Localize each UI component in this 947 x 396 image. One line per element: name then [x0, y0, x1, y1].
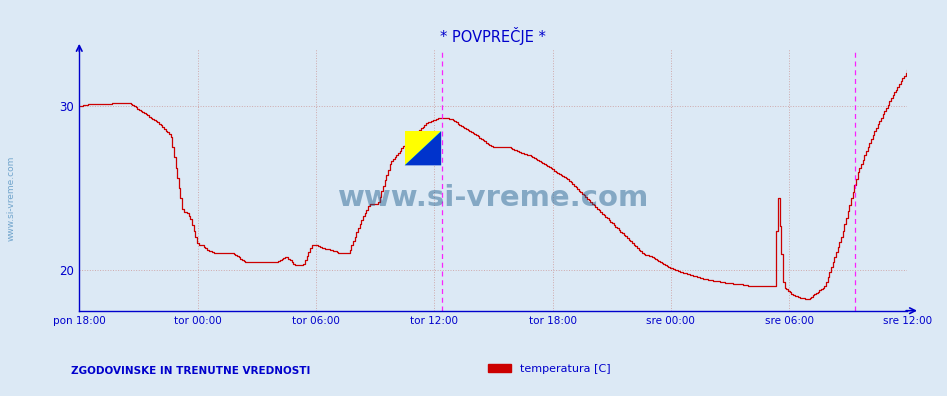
Polygon shape	[404, 131, 441, 166]
Text: www.si-vreme.com: www.si-vreme.com	[7, 155, 16, 241]
Bar	[404, 131, 441, 166]
Text: www.si-vreme.com: www.si-vreme.com	[338, 184, 649, 212]
Title: * POVPREČJE *: * POVPREČJE *	[440, 27, 546, 45]
Text: ZGODOVINSKE IN TRENUTNE VREDNOSTI: ZGODOVINSKE IN TRENUTNE VREDNOSTI	[71, 366, 311, 376]
Legend: temperatura [C]: temperatura [C]	[484, 360, 615, 379]
Polygon shape	[404, 131, 441, 166]
